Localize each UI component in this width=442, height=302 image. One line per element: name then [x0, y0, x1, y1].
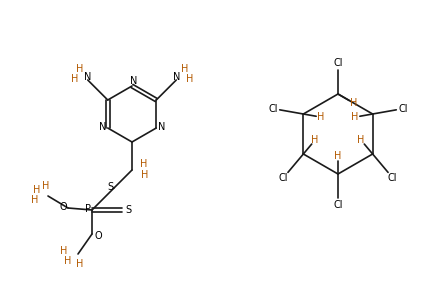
Text: H: H	[76, 64, 84, 74]
Text: S: S	[125, 205, 131, 215]
Text: H: H	[186, 74, 193, 84]
Text: O: O	[94, 231, 102, 241]
Text: Cl: Cl	[333, 200, 343, 210]
Text: Cl: Cl	[279, 173, 288, 183]
Text: Cl: Cl	[398, 104, 408, 114]
Text: H: H	[351, 112, 358, 122]
Text: Cl: Cl	[268, 104, 278, 114]
Text: H: H	[317, 112, 325, 122]
Text: H: H	[33, 185, 41, 195]
Text: H: H	[60, 246, 68, 256]
Text: H: H	[358, 135, 365, 145]
Text: H: H	[71, 74, 78, 84]
Text: H: H	[141, 170, 149, 180]
Text: H: H	[334, 151, 342, 161]
Text: H: H	[181, 64, 188, 74]
Text: H: H	[31, 195, 39, 205]
Text: H: H	[350, 98, 357, 108]
Text: P: P	[85, 204, 91, 214]
Text: Cl: Cl	[333, 58, 343, 68]
Text: N: N	[172, 72, 180, 82]
Text: H: H	[76, 259, 84, 269]
Text: N: N	[84, 72, 91, 82]
Text: N: N	[130, 76, 138, 86]
Text: N: N	[99, 122, 107, 132]
Text: S: S	[107, 182, 113, 192]
Text: H: H	[65, 256, 72, 266]
Text: N: N	[157, 122, 165, 132]
Text: H: H	[140, 159, 148, 169]
Text: H: H	[311, 135, 319, 145]
Text: Cl: Cl	[388, 173, 397, 183]
Text: H: H	[42, 181, 50, 191]
Text: O: O	[59, 202, 67, 212]
